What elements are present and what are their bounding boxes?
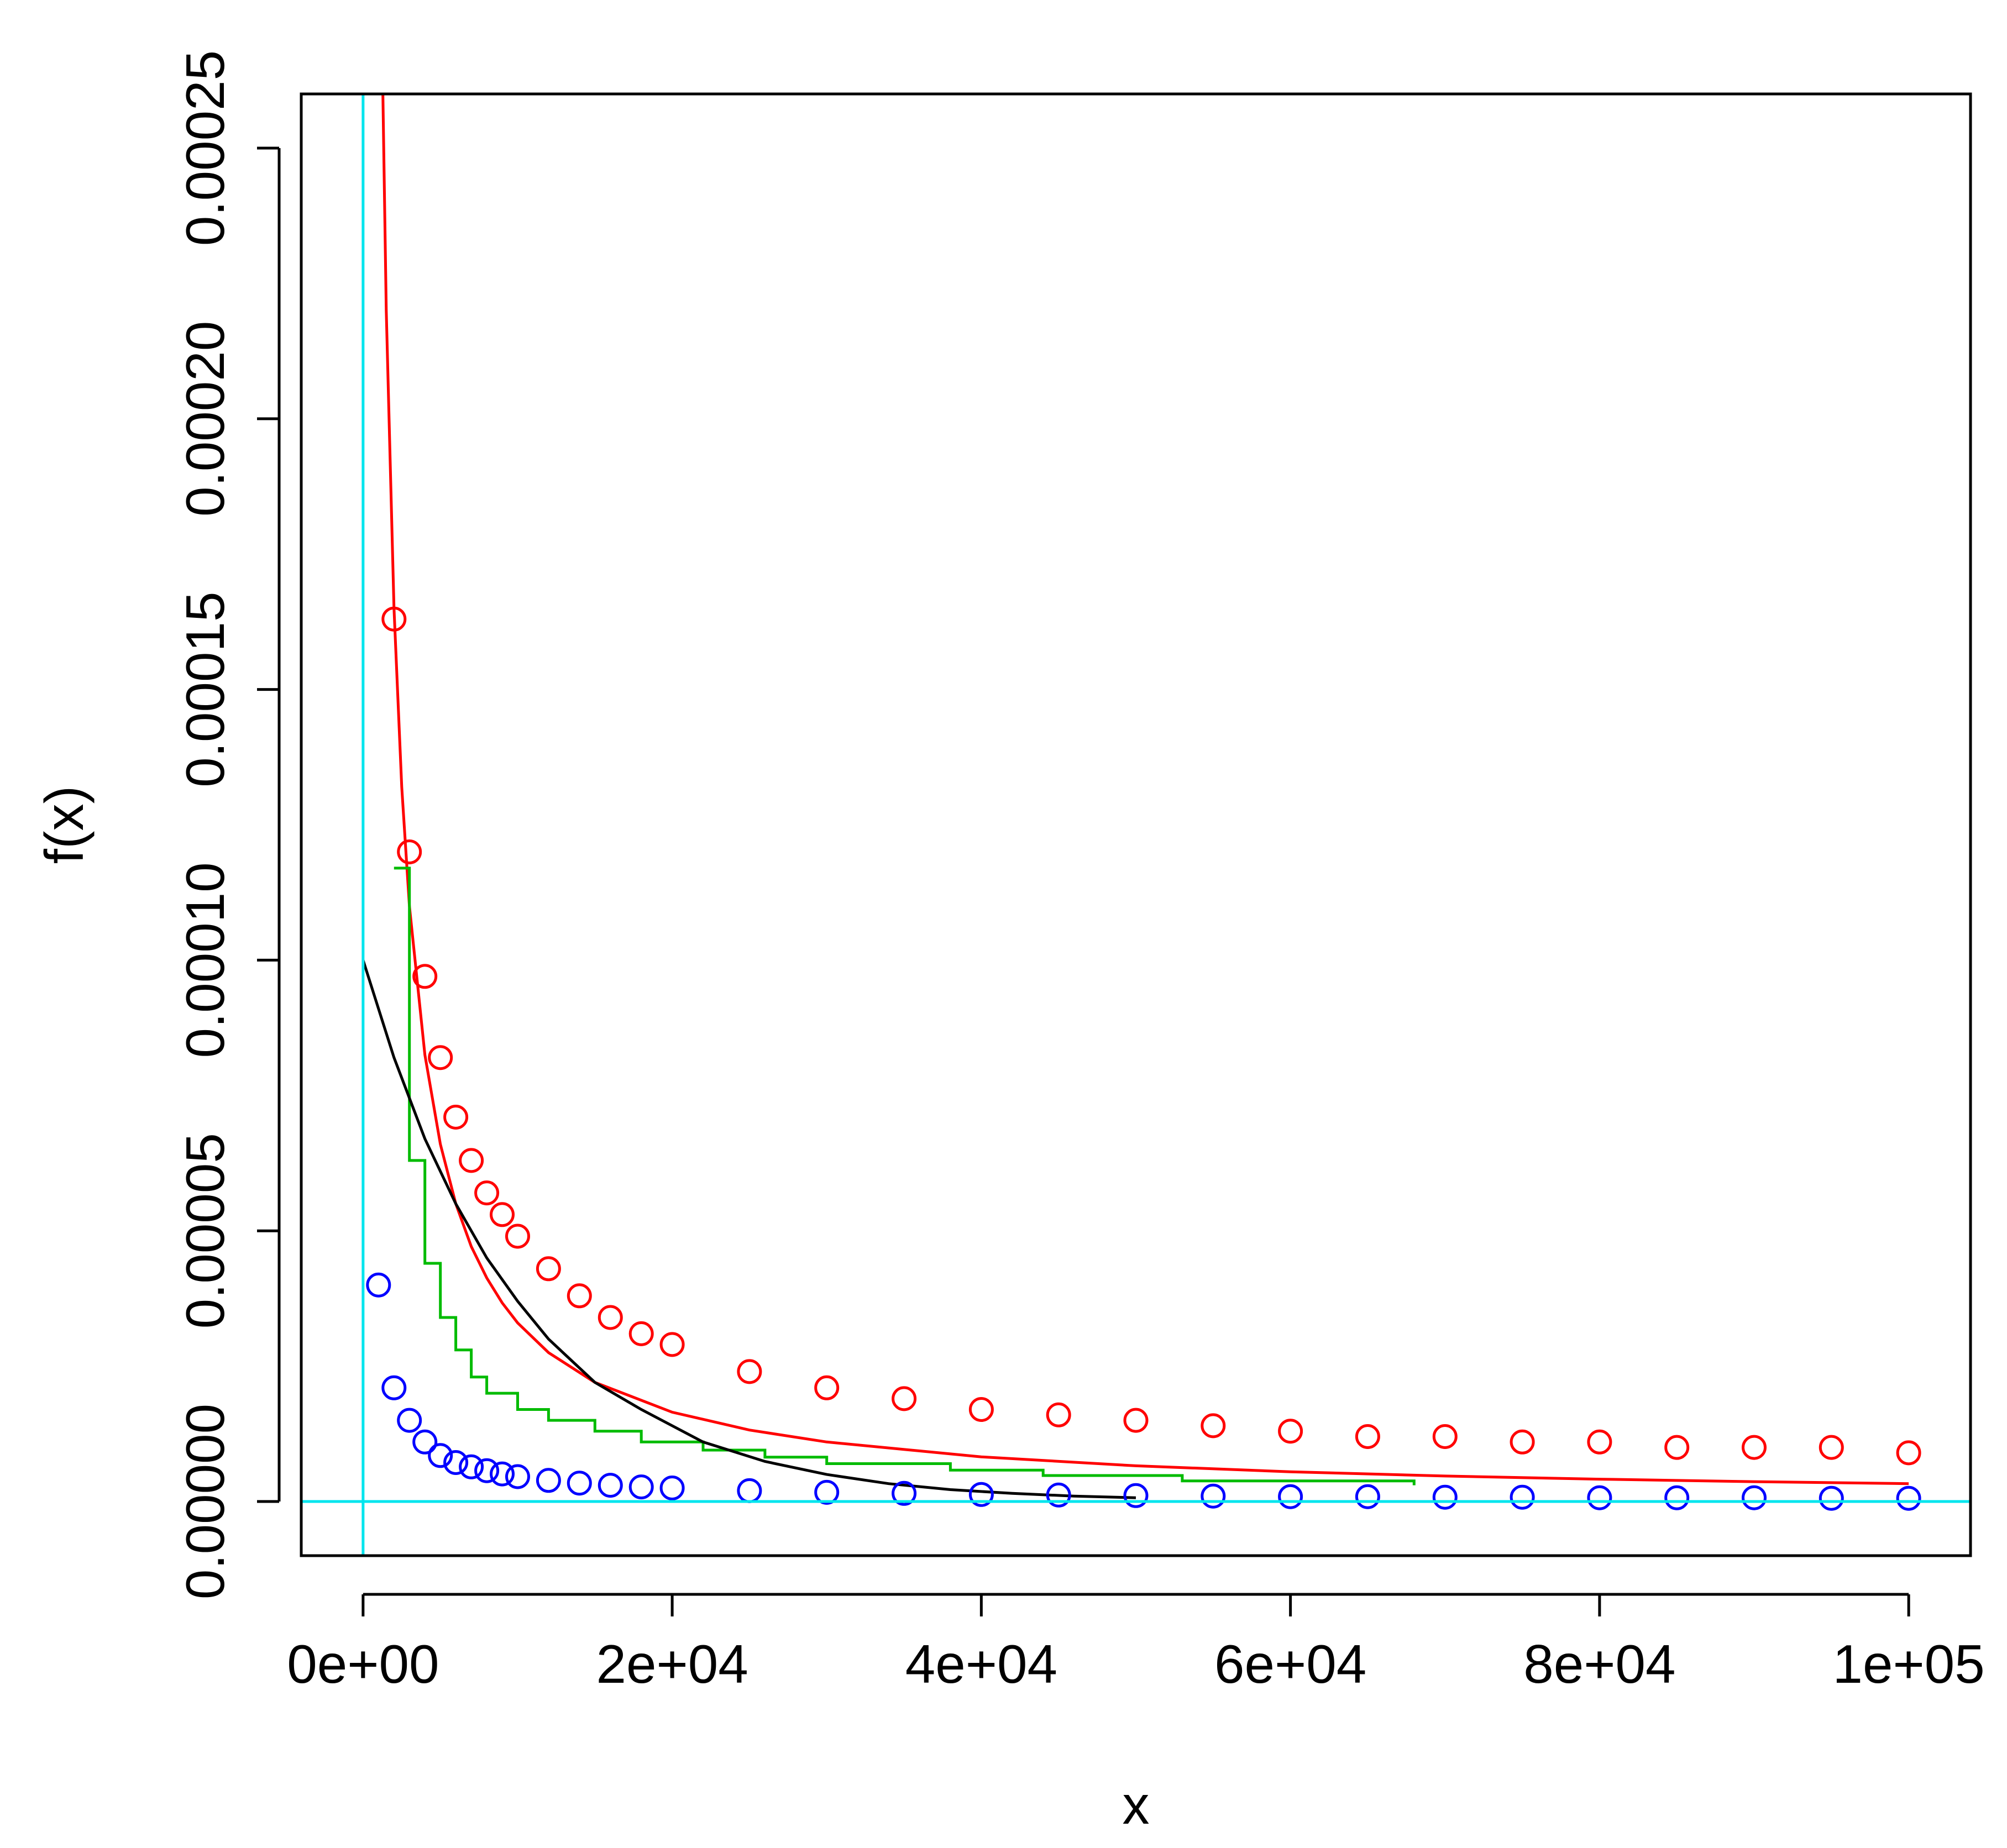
- y-tick-label: 0.00020: [175, 321, 235, 517]
- series-4-point: [1046, 1482, 1071, 1508]
- series-4-point: [536, 1468, 561, 1493]
- series-4-point: [628, 1474, 654, 1500]
- series-4-point: [428, 1443, 453, 1468]
- series-1-point: [459, 1148, 484, 1173]
- series-4-point: [567, 1471, 592, 1496]
- series-4-point: [1819, 1485, 1844, 1511]
- series-4-point: [443, 1450, 469, 1475]
- series-1-point: [598, 1305, 623, 1330]
- series-1-point: [892, 1386, 917, 1411]
- series-4-point: [1587, 1485, 1612, 1510]
- x-tick-label: 8e+04: [1523, 1634, 1675, 1694]
- series-4-point: [366, 1272, 391, 1298]
- series-4-point: [397, 1408, 422, 1433]
- series-1-point: [1896, 1440, 1921, 1466]
- y-tick-label: 0.00025: [175, 50, 235, 246]
- series-4-point: [474, 1458, 500, 1483]
- series-1-point: [1123, 1408, 1149, 1433]
- series-1-point: [1587, 1429, 1612, 1455]
- series-4-point: [1201, 1483, 1226, 1509]
- series-1-point: [490, 1202, 515, 1227]
- series-4-point: [1742, 1485, 1767, 1510]
- series-1-point: [474, 1180, 500, 1206]
- x-tick-label: 6e+04: [1214, 1634, 1366, 1694]
- x-tick-label: 0e+00: [287, 1634, 439, 1694]
- series-2-step: [394, 867, 1416, 1485]
- series-1-point: [814, 1375, 840, 1400]
- x-tick-label: 4e+04: [905, 1634, 1057, 1694]
- series-4-point: [459, 1454, 484, 1479]
- x-tick-label: 2e+04: [596, 1634, 748, 1694]
- series-1-point: [1664, 1435, 1690, 1460]
- series-1-point: [1432, 1424, 1458, 1449]
- x-tick-label: 1e+05: [1833, 1634, 1985, 1694]
- series-4-point: [1123, 1483, 1149, 1508]
- series-4-point: [1896, 1485, 1921, 1511]
- series-1-point: [1046, 1402, 1071, 1427]
- series-4-point: [659, 1476, 685, 1500]
- series-1-point: [1510, 1429, 1535, 1455]
- series-3-line: [361, 959, 1136, 1499]
- series-4-point: [381, 1375, 407, 1400]
- series-1-point: [381, 606, 407, 632]
- series-1-point: [1201, 1413, 1226, 1439]
- series-4-point: [1278, 1484, 1303, 1509]
- series-4-point: [598, 1473, 623, 1498]
- y-tick-label: 0.00015: [175, 591, 235, 787]
- series-1-point: [737, 1359, 762, 1384]
- y-axis: 0.00000 0.00005 0.00010 0.00015 0.00020 0.000…: [175, 50, 281, 1599]
- series-4-point: [505, 1464, 530, 1489]
- series-0-line: [381, 94, 1909, 1485]
- series-1-point: [505, 1224, 530, 1249]
- series-4-point: [490, 1461, 515, 1487]
- series-1-point: [412, 964, 438, 989]
- series-1-point: [1278, 1419, 1303, 1444]
- series-4-point: [1664, 1485, 1690, 1510]
- reference-lines-layer: [301, 94, 1971, 1556]
- series-4-point: [412, 1429, 438, 1455]
- y-tick-label: 0.00000: [175, 1404, 235, 1599]
- series-1-point: [659, 1332, 685, 1357]
- series-1-point: [1742, 1435, 1767, 1460]
- y-tick-label: 0.00010: [175, 862, 235, 1058]
- series-4-point: [1432, 1484, 1458, 1510]
- series-4-point: [1510, 1484, 1535, 1510]
- y-tick-label: 0.00005: [175, 1133, 235, 1329]
- series-1-point: [443, 1105, 469, 1130]
- series-1-point: [1355, 1424, 1380, 1449]
- series-1-point: [397, 839, 422, 864]
- series-4-point: [1355, 1484, 1380, 1509]
- x-axis-title: x: [1123, 1775, 1150, 1835]
- series-4-point: [968, 1482, 994, 1507]
- y-axis-title: f(x): [34, 786, 95, 864]
- series-1-point: [567, 1283, 592, 1309]
- series-1-point: [628, 1321, 654, 1346]
- series-1-point: [968, 1397, 994, 1422]
- series-4-point: [814, 1479, 840, 1505]
- series-4-point: [737, 1478, 762, 1503]
- series-layer: [361, 94, 1921, 1511]
- plot-frame: [300, 92, 1972, 1557]
- x-axis: 0e+00 2e+04 4e+04 6e+04 8e+04 1e+05: [287, 1593, 1985, 1694]
- series-1-point: [428, 1045, 453, 1070]
- series-1-point: [536, 1256, 561, 1282]
- series-4-point: [892, 1481, 917, 1506]
- series-1-point: [1819, 1435, 1844, 1460]
